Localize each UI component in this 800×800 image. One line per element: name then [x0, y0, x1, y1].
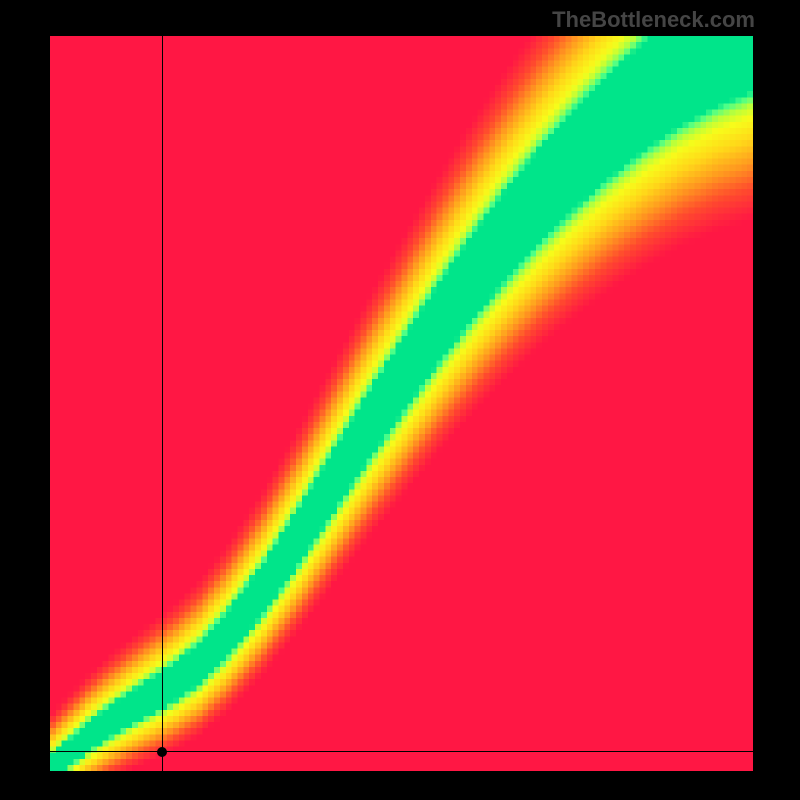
- chart-container: TheBottleneck.com: [0, 0, 800, 800]
- watermark-text: TheBottleneck.com: [552, 7, 755, 33]
- heatmap-canvas: [50, 36, 753, 771]
- crosshair-vertical: [162, 36, 163, 771]
- crosshair-horizontal: [50, 751, 753, 752]
